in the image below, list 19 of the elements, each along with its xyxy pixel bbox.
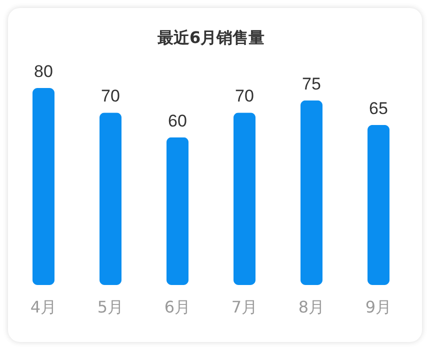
data-label: 75 <box>302 74 321 94</box>
x-tick-label: 5月 <box>97 298 124 316</box>
bar <box>300 100 322 285</box>
bar <box>368 124 390 285</box>
chart-title: 最近6月销售量 <box>156 28 265 47</box>
bar <box>100 112 122 285</box>
data-label: 60 <box>168 111 187 130</box>
x-tick-label: 8月 <box>298 298 325 316</box>
bar <box>234 112 256 285</box>
data-label: 65 <box>369 98 388 118</box>
data-label: 70 <box>235 86 254 106</box>
data-label: 70 <box>101 86 120 106</box>
x-tick-label: 7月 <box>231 298 258 316</box>
x-tick-label: 4月 <box>30 298 57 316</box>
data-label: 80 <box>34 62 53 81</box>
bar <box>32 88 54 285</box>
x-tick-label: 9月 <box>365 298 392 316</box>
x-tick-label: 6月 <box>164 298 191 316</box>
bar <box>166 137 188 285</box>
